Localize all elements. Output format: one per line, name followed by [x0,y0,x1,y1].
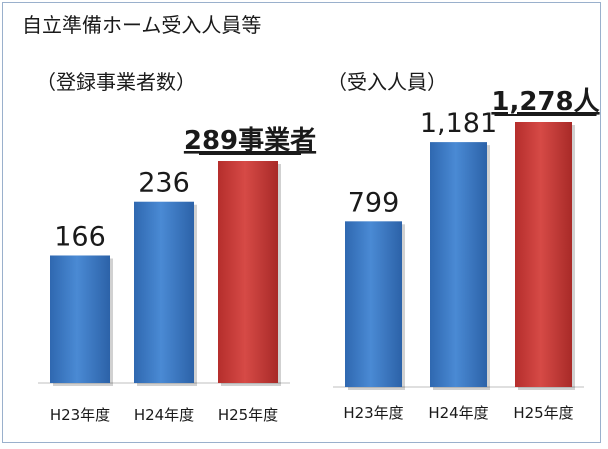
value-label-operators-1: 236 [138,168,190,199]
value-label-admissions-2: 1,278人 [491,87,599,117]
panel-title-operators: （登録事業者数） [36,70,196,94]
bar-operators-2 [218,161,278,383]
bar-operators-0 [50,255,110,383]
value-label-operators-2: 289事業者 [184,126,316,156]
panel-title-admissions: （受入人員） [327,70,447,94]
bar-admissions-0 [345,221,402,387]
value-label-admissions-1: 1,181 [420,108,497,139]
category-label-admissions-0: H23年度 [343,404,403,422]
category-label-operators-2: H25年度 [218,406,278,424]
category-label-admissions-1: H24年度 [428,404,488,422]
main-title: 自立準備ホーム受入人員等 [22,13,262,37]
bar-admissions-2 [515,122,572,387]
bar-operators-1 [134,201,194,383]
bar-admissions-1 [430,142,487,387]
category-label-operators-1: H24年度 [134,406,194,424]
category-label-admissions-2: H25年度 [513,404,573,422]
value-label-admissions-0: 799 [348,187,400,218]
category-label-operators-0: H23年度 [50,406,110,424]
value-label-operators-0: 166 [54,221,106,252]
